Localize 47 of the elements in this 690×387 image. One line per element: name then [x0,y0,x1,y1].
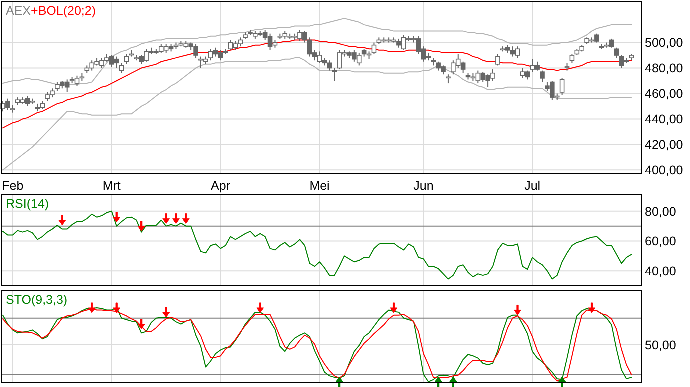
line-series [2,210,632,280]
text: 50,00 [645,338,676,352]
point [514,304,522,316]
y-tick-label: 420,00 [645,138,684,152]
x-tick-label: Jul [524,179,541,193]
y-tick-label: 60,00 [645,234,676,249]
point [450,376,458,387]
candlestick [614,47,620,59]
point [172,214,180,224]
point [138,319,146,330]
point [113,302,121,314]
point [113,212,121,223]
point [162,307,170,318]
x-tick-label: Mrt [102,179,122,193]
x-tick-label: Jun [414,179,434,193]
y-tick-label: 460,00 [645,87,684,102]
candlestick [496,54,500,66]
point [182,214,190,224]
point [256,302,264,314]
candlestick [560,78,565,96]
y-tick-label: 480,00 [645,62,684,76]
y-tick-label: 440,00 [645,112,684,127]
point [588,302,596,314]
point [58,215,66,226]
point [390,302,398,314]
point [434,376,442,387]
point [162,214,170,224]
x-tick-label: Mei [310,179,330,193]
point [138,221,146,232]
x-tick-label: Feb [2,179,24,193]
y-tick-label: 500,00 [645,36,684,50]
text: +BOL(20;2) [31,4,96,18]
y-tick-label: 40,00 [645,264,676,278]
y-tick-label: 400,00 [645,164,684,178]
line-series [2,58,632,171]
point [558,376,566,387]
candlestick [124,54,130,65]
x-tick-label: Apr [211,179,231,193]
chart-title: AEX [6,4,32,18]
series-label: STO(9,3,3) [6,293,68,307]
candlestick [332,68,338,82]
y-tick-label: 80,00 [645,204,676,219]
point [336,376,344,387]
candlestick [540,70,545,83]
point [88,302,96,314]
candlestick [372,42,377,55]
series-label: RSI(14) [6,197,50,211]
